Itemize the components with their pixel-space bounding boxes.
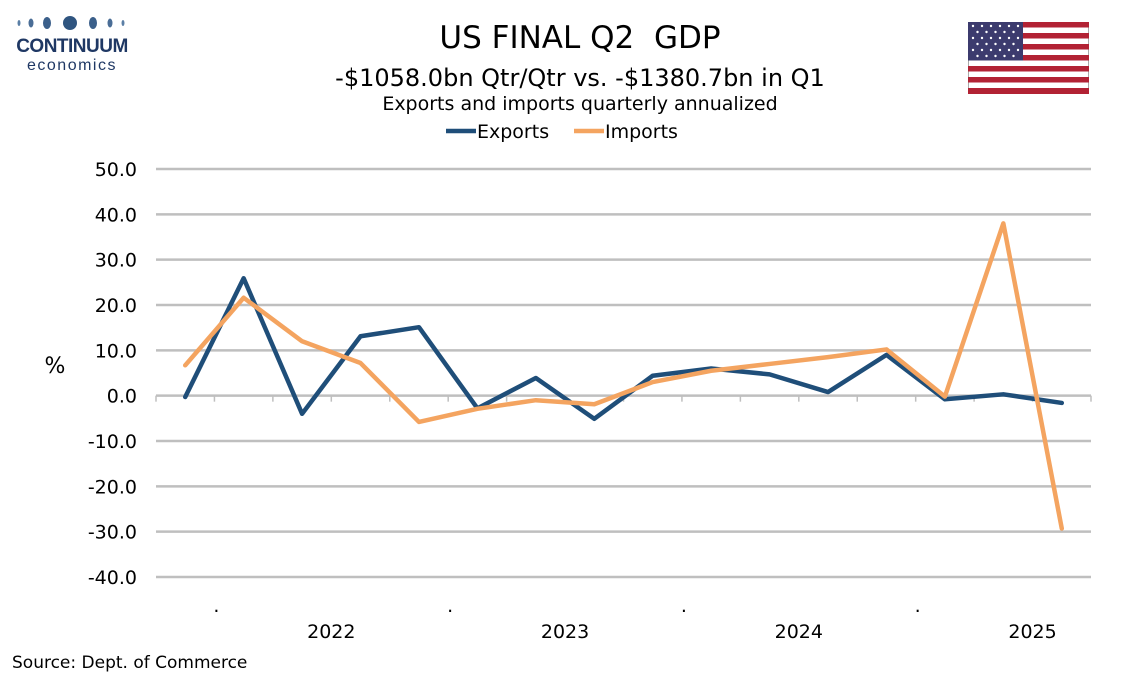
year-separator-mark: . — [447, 595, 453, 617]
legend-label-exports: Exports — [477, 121, 549, 143]
y-tick-label: 30.0 — [95, 250, 137, 272]
continuum-logo: CONTINUUM economics — [14, 14, 134, 74]
series-line-imports — [182, 221, 1065, 531]
year-separator-mark: . — [213, 595, 219, 617]
y-tick-label: 40.0 — [95, 204, 137, 226]
logo-sub: economics — [27, 57, 117, 74]
y-tick-label: 0.0 — [107, 386, 137, 408]
chart-title: US FINAL Q2 GDP — [439, 20, 721, 56]
y-tick-label: -10.0 — [88, 431, 137, 453]
x-tick-label: 2025 — [1008, 621, 1056, 643]
us-flag-icon — [968, 22, 1089, 94]
y-tick-label: 10.0 — [95, 340, 137, 362]
y-tick-label: -30.0 — [88, 522, 137, 544]
logo-dots-icon — [17, 16, 125, 30]
series-line-exports — [182, 276, 1065, 422]
x-tick-label: 2022 — [307, 621, 355, 643]
chart-subtitle: -$1058.0bn Qtr/Qtr vs. -$1380.7bn in Q1 — [335, 64, 825, 92]
legend-label-imports: Imports — [605, 121, 678, 143]
x-tick-label: 2024 — [775, 621, 823, 643]
source-note: Source: Dept. of Commerce — [12, 653, 248, 673]
y-tick-label: -20.0 — [88, 476, 137, 498]
year-separator-mark: . — [915, 595, 921, 617]
x-tick-label: 2023 — [541, 621, 589, 643]
logo-name: CONTINUUM — [16, 36, 128, 57]
y-tick-label: -40.0 — [88, 567, 137, 589]
y-tick-label: 20.0 — [95, 295, 137, 317]
chart-subtitle-2: Exports and imports quarterly annualized — [382, 93, 778, 115]
y-axis-label: % — [45, 354, 66, 379]
year-separator-mark: . — [681, 595, 687, 617]
y-tick-label: 50.0 — [95, 159, 137, 181]
